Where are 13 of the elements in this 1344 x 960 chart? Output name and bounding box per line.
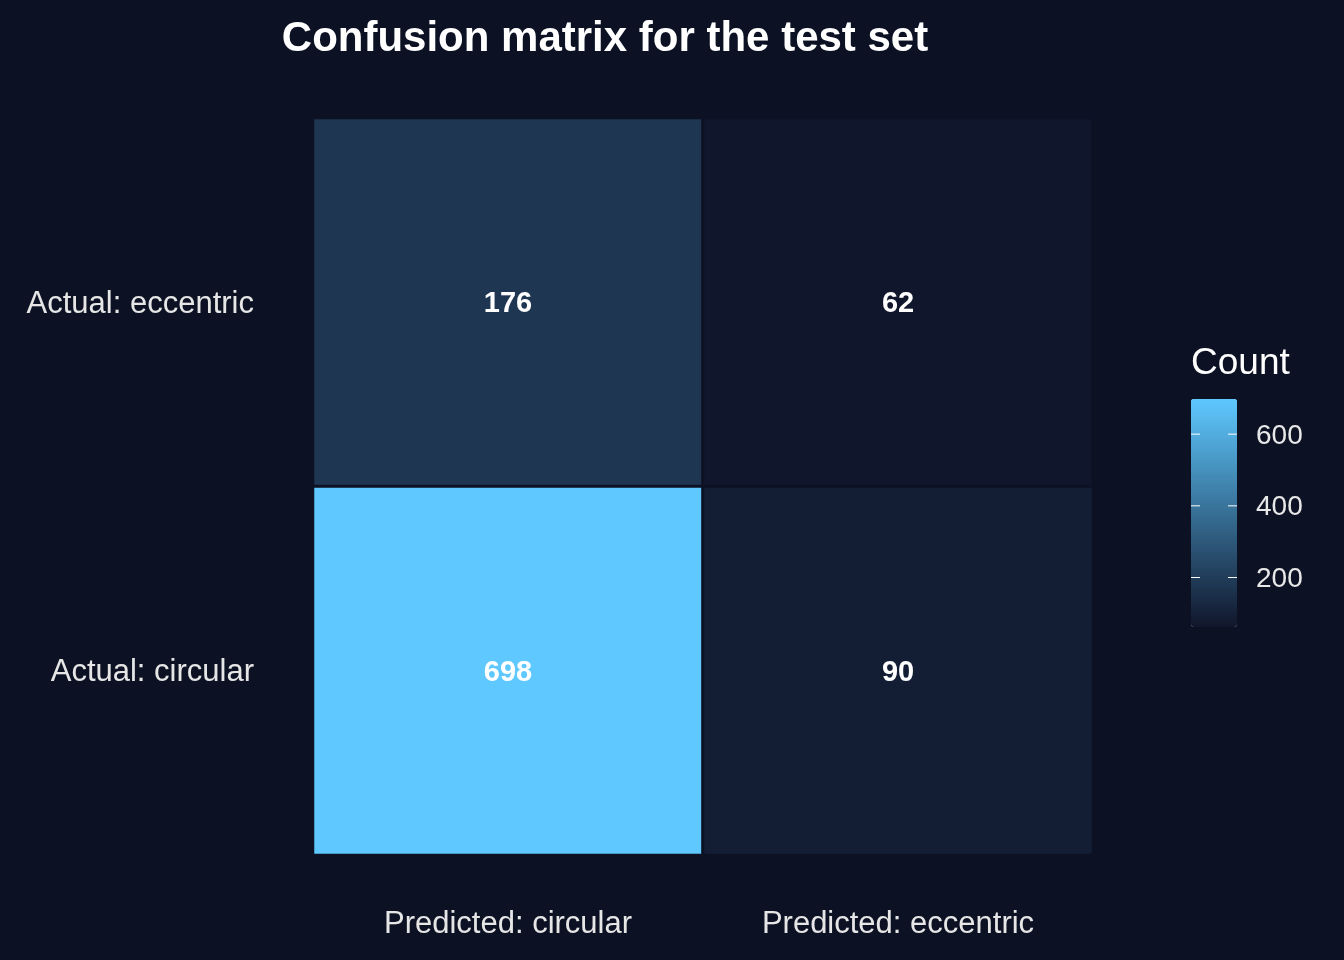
y-tick-label: Actual: circular [50,653,254,689]
color-bar-label: 600 [1256,418,1303,450]
chart-title: Confusion matrix for the test set [281,12,929,60]
data-label: 90 [881,654,915,687]
x-tick-label: Predicted: circular [383,905,633,940]
color-bar-label: 200 [1256,562,1303,594]
y-tick-label: Actual: eccentric [26,284,254,320]
color-bar-title: Count [1191,341,1291,382]
data-label: 176 [483,286,533,319]
data-label: 698 [483,654,533,687]
x-tick-label: Predicted: eccentric [761,905,1035,940]
data-label: 62 [881,286,915,319]
color-bar-label: 400 [1256,490,1303,522]
